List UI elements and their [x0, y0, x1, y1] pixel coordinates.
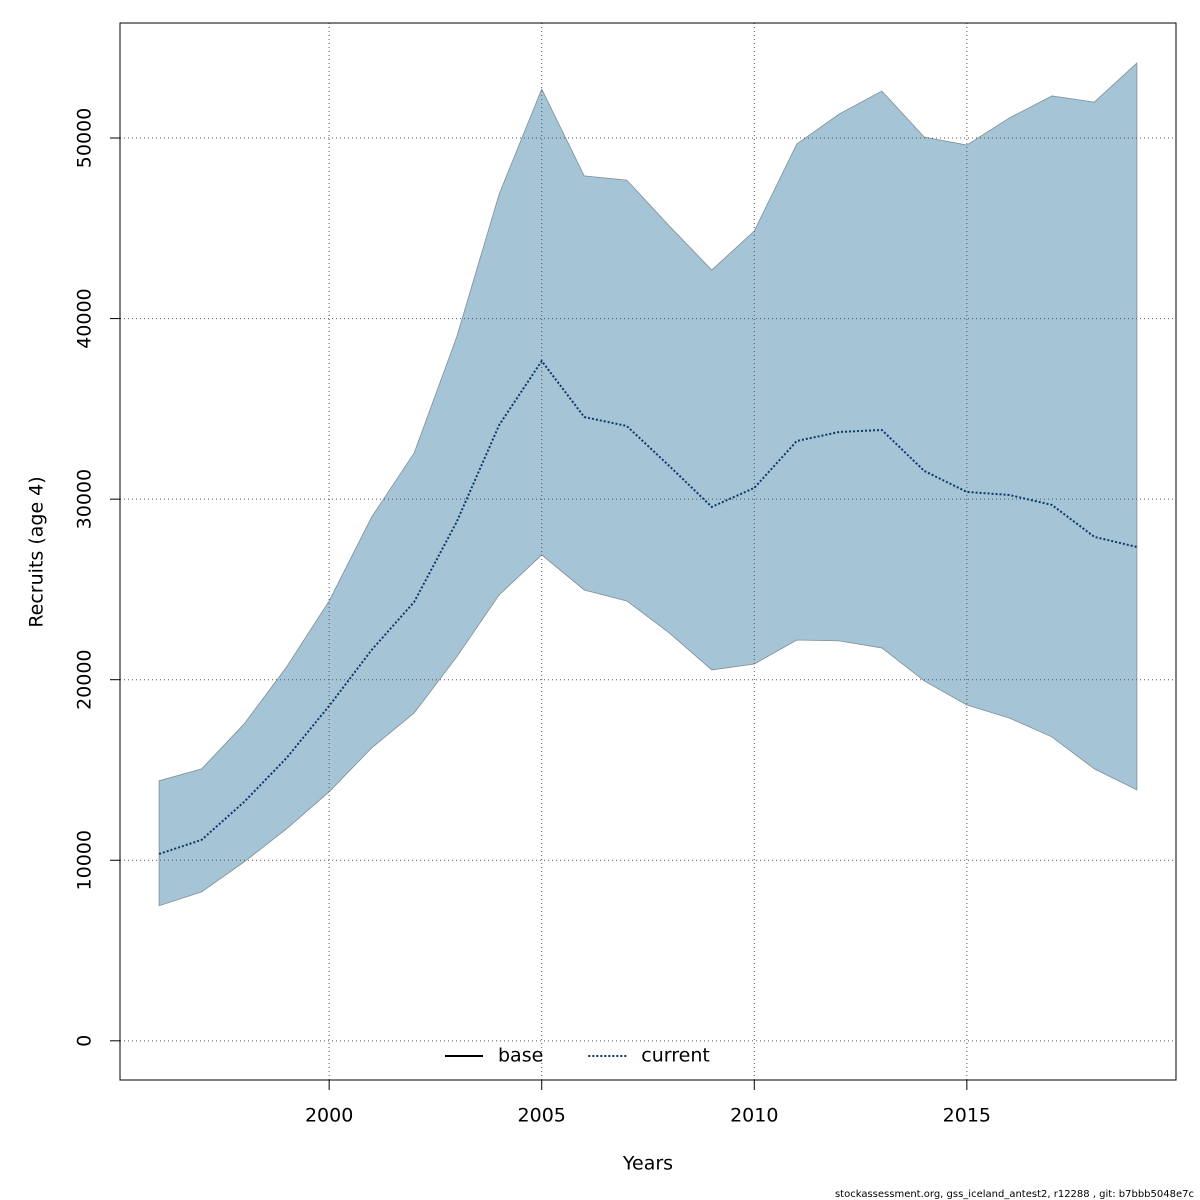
footer: stockassessment.org, gss_iceland_antest2… — [835, 1189, 1194, 1200]
y-tick-label: 30000 — [74, 469, 96, 529]
y-axis-label: Recruits (age 4) — [26, 476, 48, 627]
y-tick-label: 50000 — [74, 108, 96, 168]
x-tick-label: 2000 — [305, 1105, 353, 1127]
y-tick-label: 10000 — [74, 830, 96, 890]
y-tick-label: 0 — [74, 1035, 96, 1047]
x-tick-label: 2015 — [943, 1105, 991, 1127]
x-tick-label: 2005 — [518, 1105, 566, 1127]
legend-label: current — [641, 1045, 710, 1067]
legend-label: base — [498, 1045, 543, 1067]
series-line — [158, 359, 1138, 855]
plot-frame — [119, 22, 1177, 1081]
y-tick-label: 40000 — [74, 288, 96, 348]
confidence-band — [158, 62, 1138, 907]
x-tick-label: 2010 — [730, 1105, 778, 1127]
x-axis-label: Years — [622, 1153, 673, 1175]
y-tick-label: 20000 — [74, 649, 96, 709]
